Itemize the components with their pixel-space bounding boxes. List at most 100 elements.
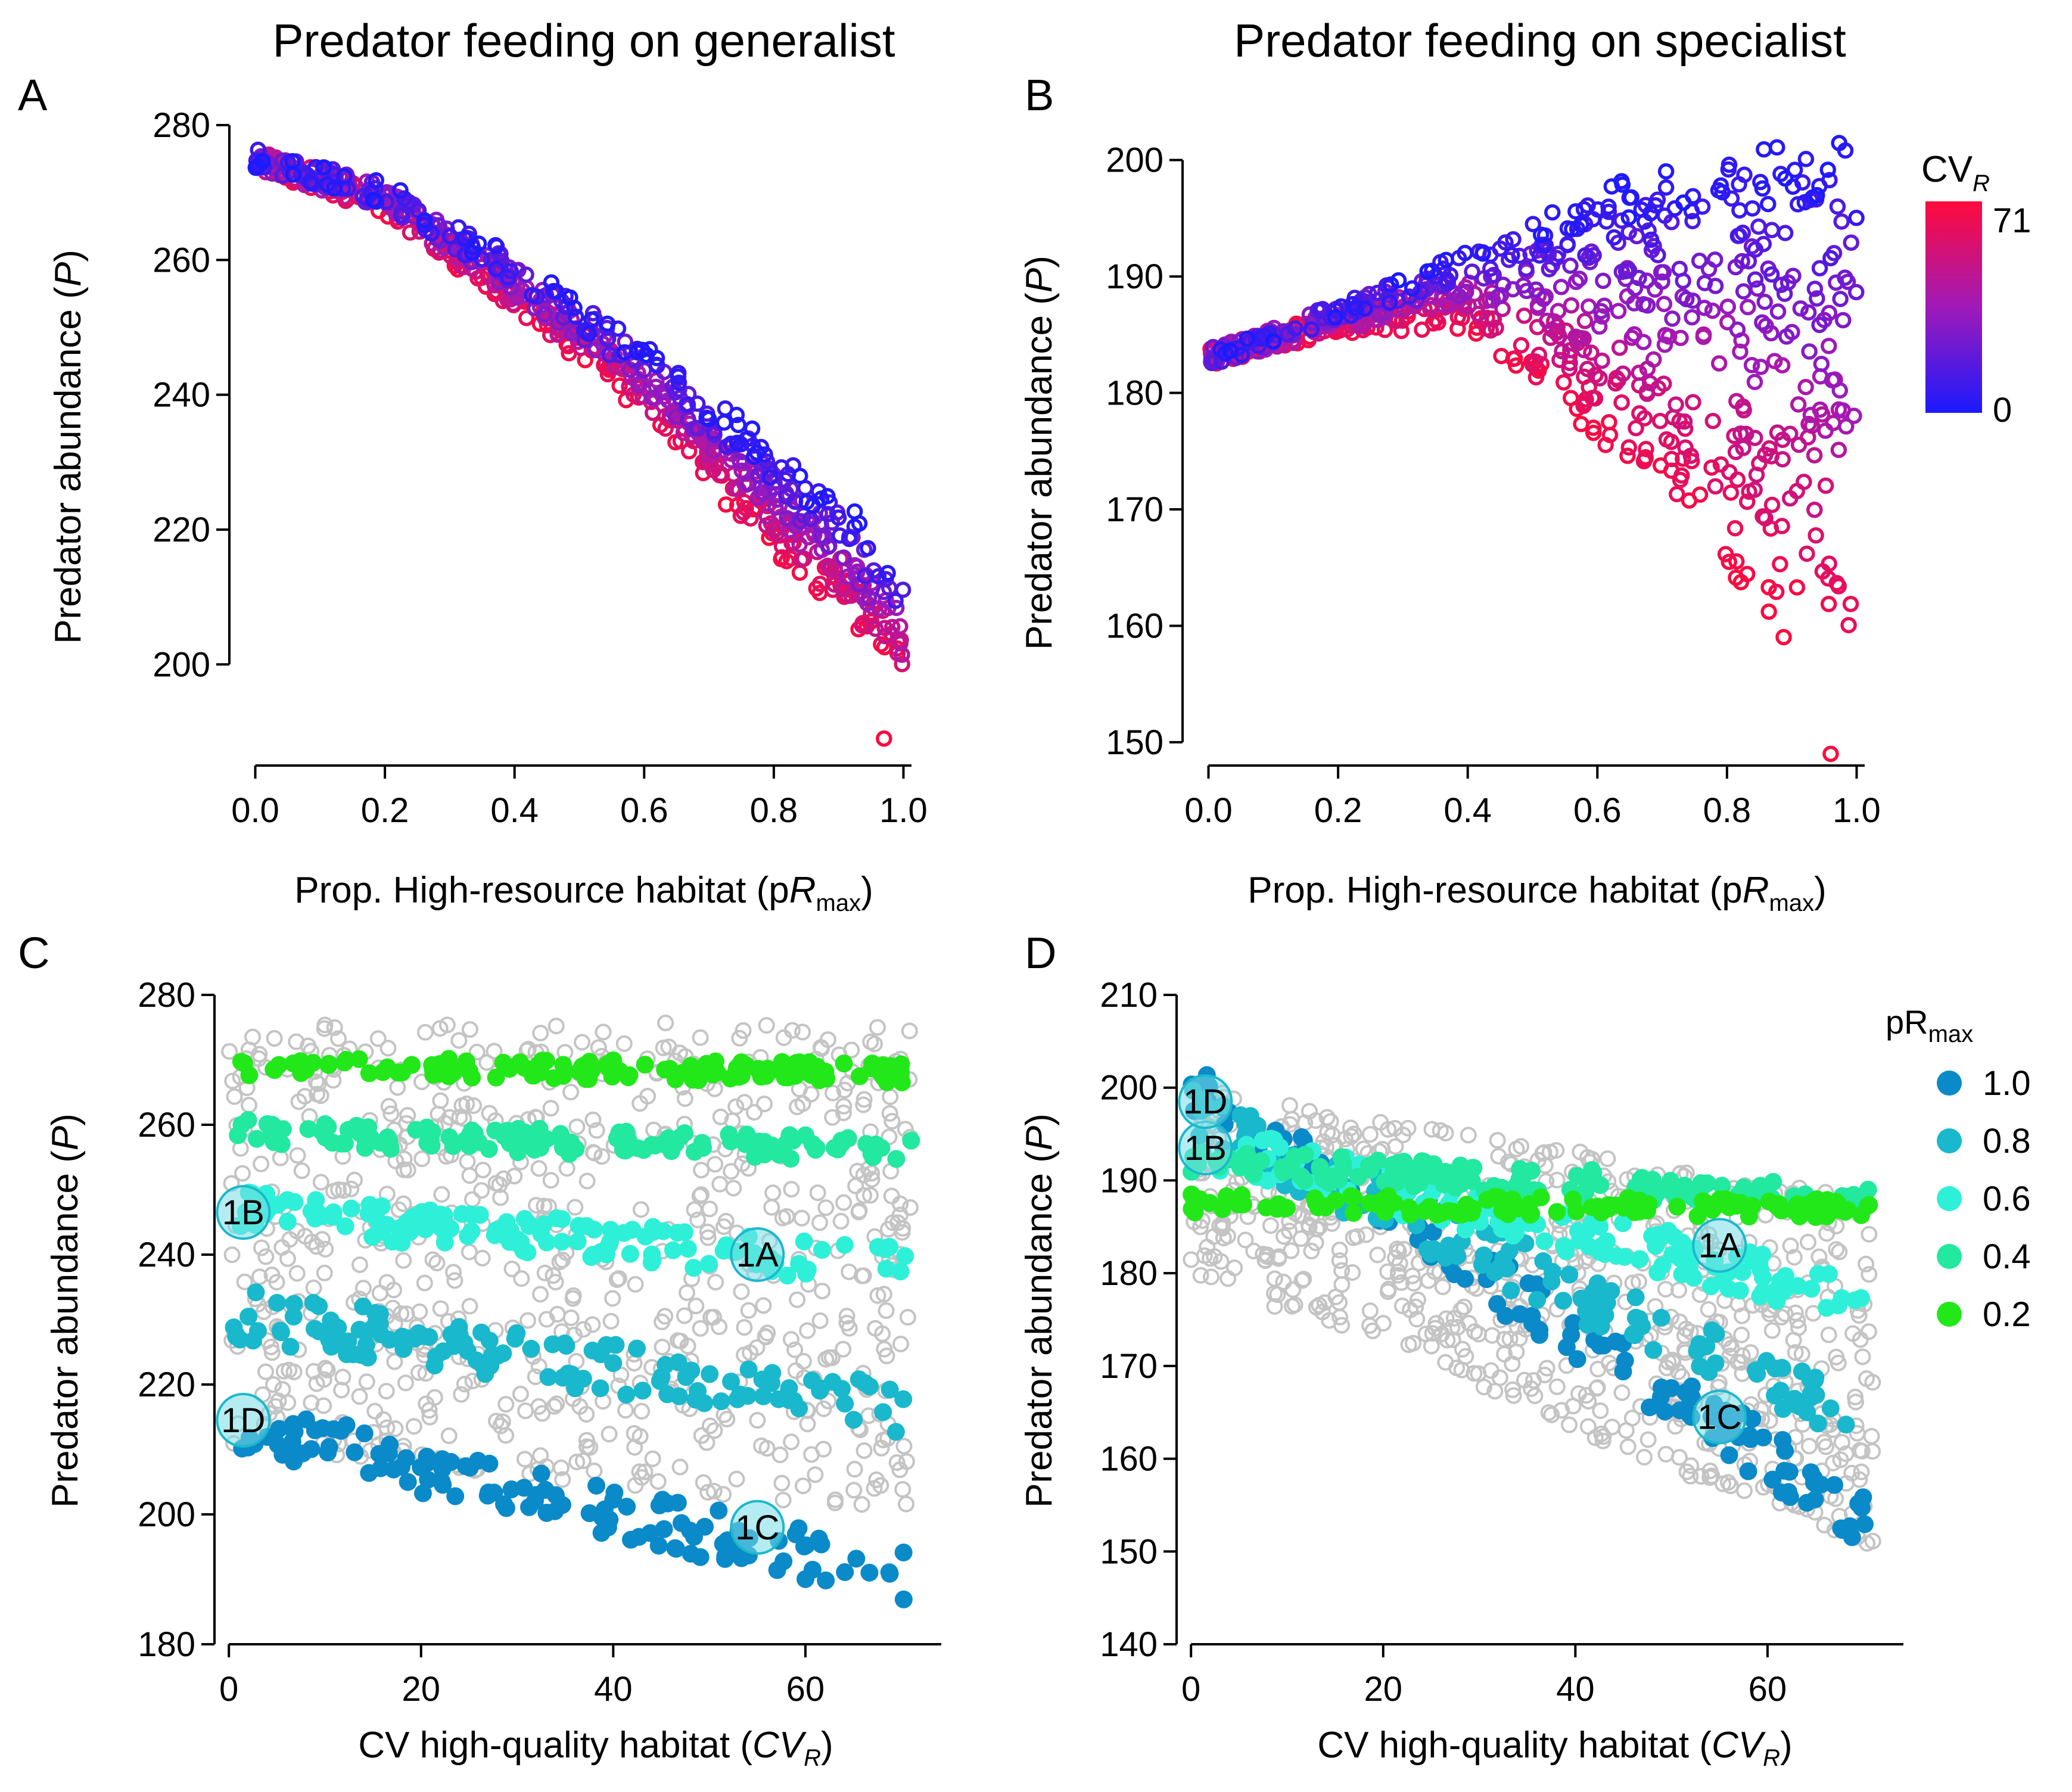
grey-point bbox=[1303, 1243, 1320, 1260]
series-point-0-2 bbox=[1443, 1202, 1462, 1221]
data-point bbox=[629, 343, 645, 360]
grey-point bbox=[1389, 1263, 1407, 1280]
data-point bbox=[1635, 453, 1653, 469]
grey-point bbox=[1700, 1301, 1717, 1318]
series-point-0-6 bbox=[553, 1233, 571, 1251]
grey-point bbox=[1833, 1434, 1850, 1451]
data-point bbox=[717, 496, 735, 513]
series-point-1-0 bbox=[553, 1496, 571, 1514]
series-point-0-8 bbox=[1473, 1255, 1491, 1274]
series-point-0-6 bbox=[1631, 1250, 1649, 1268]
series-point-0-8 bbox=[606, 1336, 625, 1354]
grey-point bbox=[1331, 1308, 1349, 1326]
grey-point bbox=[1379, 1283, 1396, 1301]
panel-d-letter: D bbox=[1025, 928, 1056, 978]
series-point-0-4 bbox=[750, 1133, 769, 1151]
y-tick-label: 200 bbox=[138, 1495, 195, 1534]
data-point bbox=[1684, 213, 1701, 229]
grey-point bbox=[468, 1043, 486, 1060]
grey-point bbox=[706, 1422, 723, 1439]
grey-point bbox=[421, 1408, 438, 1426]
series-point-1-0 bbox=[1530, 1326, 1549, 1344]
series-point-0-6 bbox=[570, 1217, 588, 1235]
series-point-0-4 bbox=[1349, 1168, 1367, 1186]
series-point-1-0 bbox=[1776, 1442, 1794, 1460]
series-point-0-2 bbox=[235, 1054, 253, 1072]
grey-point bbox=[705, 1482, 723, 1499]
data-point bbox=[1830, 441, 1847, 458]
panel-c-plot: 180 200 220 240 260 280 0 20 40 60 1A 1B 1C 1D bbox=[138, 976, 941, 1709]
grey-point bbox=[898, 1495, 915, 1513]
grey-point bbox=[875, 1432, 892, 1449]
data-point bbox=[1731, 202, 1748, 219]
series-point-0-8 bbox=[894, 1390, 913, 1408]
x-tick-label: 0.8 bbox=[1703, 791, 1751, 830]
series-point-0-4 bbox=[509, 1143, 527, 1162]
series-point-0-8 bbox=[604, 1354, 623, 1373]
grey-point bbox=[883, 1113, 901, 1130]
grey-point bbox=[1496, 1346, 1513, 1363]
data-point bbox=[1707, 278, 1724, 294]
grey-point bbox=[497, 1396, 515, 1413]
series-point-1-0 bbox=[446, 1487, 465, 1505]
y-tick-label: 160 bbox=[1106, 606, 1163, 645]
series-point-0-8 bbox=[304, 1294, 322, 1312]
grey-point bbox=[1619, 1438, 1637, 1455]
grey-point bbox=[693, 1186, 710, 1203]
data-point bbox=[1817, 477, 1834, 494]
data-point bbox=[1799, 545, 1815, 562]
series-point-0-8 bbox=[1418, 1240, 1436, 1259]
grey-point bbox=[608, 1271, 626, 1289]
data-point bbox=[611, 377, 628, 394]
series-point-0-4 bbox=[239, 1110, 257, 1129]
data-point bbox=[1553, 278, 1570, 295]
grey-point bbox=[809, 1184, 826, 1202]
grey-point bbox=[542, 1172, 559, 1189]
grey-point bbox=[456, 1376, 473, 1393]
y-tick-label: 180 bbox=[1106, 374, 1163, 413]
annotation-circle bbox=[216, 1185, 271, 1240]
data-point bbox=[1752, 359, 1769, 375]
data-point bbox=[1806, 447, 1823, 463]
data-point bbox=[1777, 170, 1794, 187]
data-point bbox=[1592, 303, 1610, 319]
grey-point bbox=[699, 1483, 717, 1501]
grey-point bbox=[574, 1034, 591, 1051]
grey-point bbox=[378, 1383, 395, 1400]
data-point bbox=[1585, 424, 1602, 441]
data-point bbox=[1739, 493, 1756, 511]
series-point-0-4 bbox=[774, 1140, 792, 1158]
data-point bbox=[1776, 285, 1793, 302]
grey-point bbox=[410, 1364, 428, 1381]
data-point bbox=[1757, 446, 1774, 463]
panel-c-xlabel: CV high-quality habitat (CVR) bbox=[358, 1725, 833, 1771]
data-point bbox=[1532, 226, 1550, 243]
grey-point bbox=[774, 1491, 792, 1508]
series-point-0-4 bbox=[1642, 1173, 1660, 1191]
series-point-0-2 bbox=[1582, 1198, 1601, 1217]
annotation-label: 1C bbox=[735, 1508, 779, 1547]
grey-point bbox=[1318, 1109, 1336, 1126]
data-point bbox=[1821, 337, 1837, 354]
grey-point bbox=[389, 1079, 406, 1096]
data-point bbox=[1801, 343, 1818, 360]
grey-point bbox=[773, 1474, 791, 1492]
series-point-0-4 bbox=[1359, 1156, 1378, 1175]
series-point-0-6 bbox=[462, 1222, 481, 1240]
series-point-1-0 bbox=[1798, 1494, 1816, 1512]
grey-point bbox=[1284, 1281, 1302, 1298]
data-point bbox=[274, 167, 291, 184]
data-point bbox=[1788, 579, 1806, 596]
data-point bbox=[1769, 303, 1787, 320]
series-point-1-0 bbox=[379, 1444, 398, 1463]
data-point bbox=[1726, 519, 1744, 537]
grey-point bbox=[794, 1023, 811, 1041]
series-point-1-0 bbox=[1511, 1305, 1529, 1323]
grey-point bbox=[1564, 1398, 1582, 1415]
series-point-0-6 bbox=[664, 1241, 682, 1259]
data-point bbox=[1729, 321, 1746, 338]
data-point bbox=[1766, 353, 1783, 369]
grey-point bbox=[453, 1386, 470, 1403]
grey-point bbox=[1369, 1246, 1386, 1264]
grey-point bbox=[534, 1405, 551, 1422]
